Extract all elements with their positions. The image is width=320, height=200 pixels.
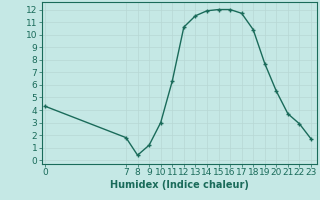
X-axis label: Humidex (Indice chaleur): Humidex (Indice chaleur) (110, 180, 249, 190)
